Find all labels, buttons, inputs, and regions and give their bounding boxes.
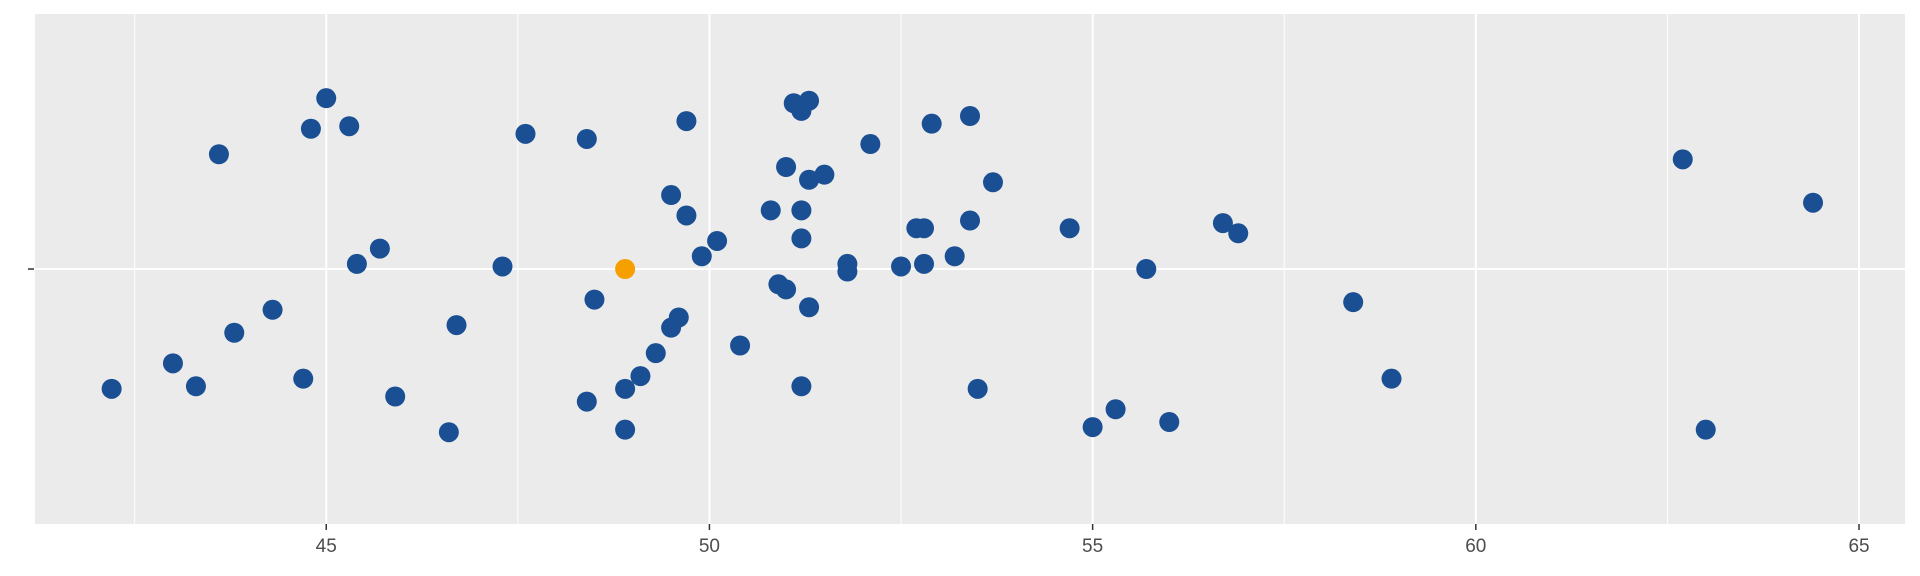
data-point: [208, 144, 229, 165]
data-point: [1059, 218, 1080, 239]
data-point: [339, 116, 360, 137]
x-tick-label: 45: [316, 536, 337, 557]
x-tick-label: 60: [1465, 536, 1486, 557]
data-point: [1105, 399, 1126, 420]
data-point: [791, 376, 812, 397]
data-point: [1082, 417, 1103, 438]
data-point: [446, 315, 467, 336]
data-point: [967, 378, 988, 399]
data-point: [1672, 149, 1693, 170]
data-point: [1136, 259, 1157, 279]
data-point: [1381, 368, 1402, 389]
data-point: [185, 376, 206, 397]
highlight-point: [615, 259, 636, 279]
data-point: [576, 128, 597, 149]
data-point: [691, 246, 712, 267]
data-point: [1159, 412, 1180, 432]
data-point: [645, 343, 666, 364]
data-point: [661, 317, 682, 338]
data-point: [891, 256, 912, 277]
x-tick-label: 50: [699, 536, 720, 557]
data-point: [661, 185, 682, 206]
x-tick-label: 55: [1082, 536, 1103, 557]
data-point: [293, 368, 314, 389]
data-point: [914, 253, 935, 274]
data-point: [1803, 192, 1824, 213]
data-point: [300, 118, 321, 139]
data-point: [615, 378, 636, 399]
data-point: [707, 230, 728, 251]
data-point: [101, 378, 122, 399]
data-point: [369, 238, 390, 259]
data-point: [760, 200, 781, 221]
data-point: [960, 210, 980, 231]
data-point: [860, 134, 881, 155]
data-point: [776, 157, 797, 177]
data-point: [576, 391, 597, 412]
data-point: [438, 422, 459, 443]
major-grid: [35, 14, 1905, 524]
data-point: [960, 106, 980, 126]
data-point: [814, 164, 835, 185]
data-point: [262, 299, 283, 320]
data-point: [162, 353, 183, 374]
data-point: [676, 205, 697, 226]
data-point: [730, 335, 751, 356]
data-point: [799, 297, 820, 318]
data-point: [1228, 223, 1249, 244]
data-point: [1695, 419, 1716, 440]
data-point: [921, 113, 942, 134]
data-point: [676, 111, 697, 132]
data-point: [515, 123, 536, 144]
x-tick-label: 65: [1848, 536, 1869, 557]
axes: 45 50 55 60 65: [28, 268, 1870, 557]
data-point: [799, 169, 820, 190]
data-point: [346, 253, 367, 274]
data-point: [385, 386, 406, 407]
data-point: [944, 246, 965, 267]
data-point: [791, 200, 812, 221]
data-point: [982, 172, 1003, 193]
data-point: [837, 261, 858, 282]
data-point: [615, 419, 636, 440]
data-point: [799, 90, 820, 111]
data-point: [1212, 213, 1233, 234]
data-point: [492, 256, 513, 277]
data-point: [630, 366, 651, 387]
data-point: [914, 218, 935, 239]
data-point: [791, 228, 812, 249]
data-point: [776, 279, 797, 300]
data-points: [101, 88, 1824, 443]
data-point: [224, 322, 245, 343]
data-point: [1343, 292, 1364, 313]
data-point: [316, 88, 337, 109]
data-point: [584, 289, 605, 310]
